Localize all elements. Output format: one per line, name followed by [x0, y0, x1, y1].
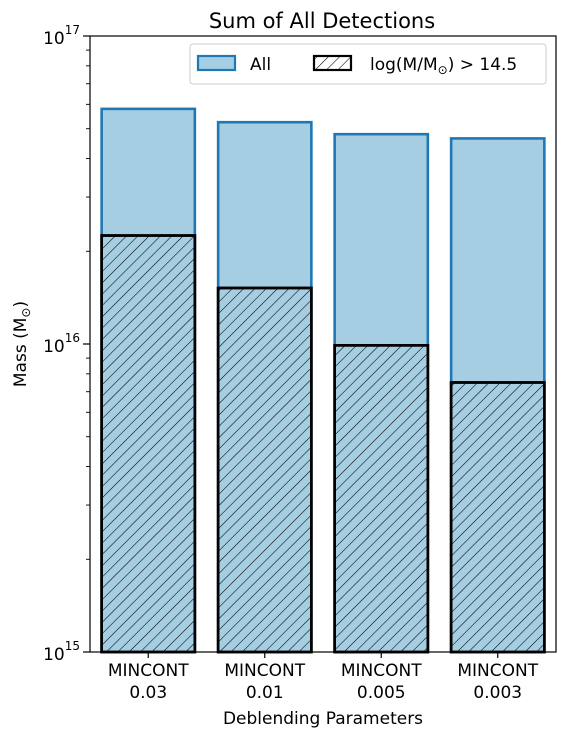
legend-label-all: All	[250, 55, 271, 75]
y-axis-label: Mass (M⊙)	[11, 301, 33, 387]
y-tick-label: 1017	[43, 23, 80, 49]
bar-hatch-2	[333, 344, 430, 654]
x-tick-label-line1: MINCONT	[341, 661, 422, 681]
x-axis: MINCONT0.03MINCONT0.01MINCONT0.005MINCON…	[108, 652, 539, 703]
x-tick-label-line1: MINCONT	[224, 661, 305, 681]
bar-hatch-3	[449, 381, 546, 654]
legend: All log(M/M⊙) > 14.5	[189, 43, 547, 85]
x-tick-label-line1: MINCONT	[108, 661, 189, 681]
x-tick-label-line2: 0.01	[246, 683, 284, 703]
x-tick-label-line2: 0.005	[357, 683, 406, 703]
x-tick-label-line2: 0.03	[129, 683, 167, 703]
bar-hatch-0	[100, 234, 197, 654]
x-axis-label: Deblending Parameters	[223, 709, 423, 729]
y-tick-label: 1015	[43, 639, 80, 665]
legend-swatch-all	[196, 54, 237, 72]
y-tick-label: 1016	[43, 331, 80, 357]
legend-swatch-hatched	[312, 54, 353, 72]
bars-layer	[100, 107, 546, 654]
x-tick-label-line1: MINCONT	[457, 661, 538, 681]
legend-frame	[189, 43, 547, 85]
x-tick-label-line2: 0.003	[473, 683, 522, 703]
legend-label-hatched: log(M/M⊙) > 14.5	[370, 55, 517, 77]
chart-title: Sum of All Detections	[209, 9, 435, 33]
y-axis: 1015 1016 1017	[43, 23, 90, 665]
bar-hatch-1	[216, 286, 313, 654]
